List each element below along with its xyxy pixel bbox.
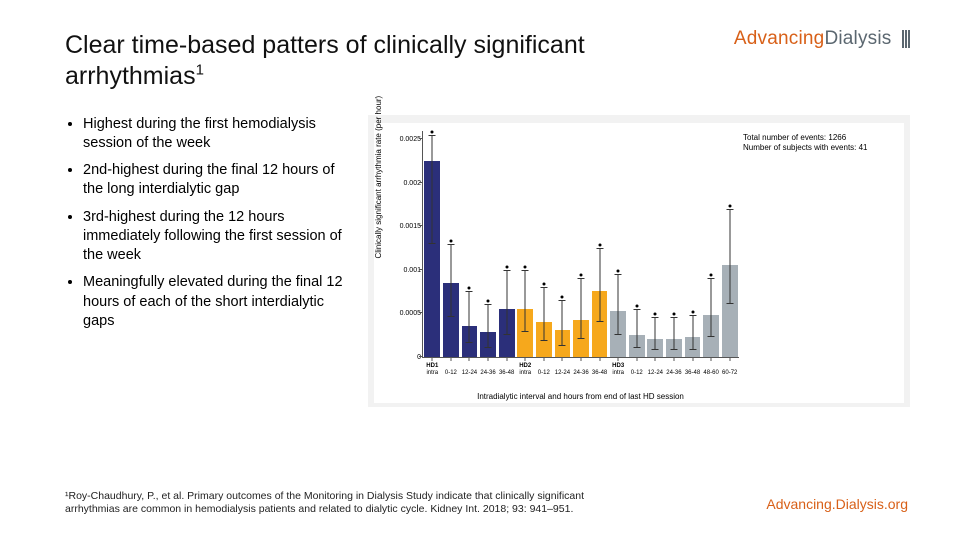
brand-part2: Dialysis	[824, 28, 891, 49]
chart-xtick-rule	[488, 357, 489, 361]
chart-xtick: 24-36	[573, 370, 588, 377]
title-sup: 1	[196, 62, 204, 79]
chart-ytick-rule	[419, 312, 423, 313]
chart-xtick: 24-36	[480, 370, 495, 377]
bullet-item: 2nd-highest during the final 12 hours of…	[83, 161, 354, 200]
title-text: Clear time-based patters of clinically s…	[65, 31, 585, 90]
chart-plot-area: 00.00050.0010.00150.0020.0025HD1intra0-1…	[422, 131, 739, 358]
chart-xlabel: Intradialytic interval and hours from en…	[422, 392, 739, 401]
chart-xtick: 36-48	[499, 370, 514, 377]
legend-line: Number of subjects with events: 41	[743, 143, 898, 153]
bullet-item: 3rd-highest during the 12 hours immediat…	[83, 208, 354, 266]
slide-title: Clear time-based patters of clinically s…	[65, 30, 585, 93]
chart-xtick: 0-12	[538, 370, 550, 377]
chart-xtick-rule	[692, 357, 693, 361]
chart-ytick-rule	[419, 182, 423, 183]
chart-xtick-rule	[618, 357, 619, 361]
chart-xtick-rule	[581, 357, 582, 361]
chart-xtick: 0-12	[631, 370, 643, 377]
chart-xtick-rule	[543, 357, 544, 361]
chart-xtick-rule	[525, 357, 526, 361]
chart-xtick: 12-24	[555, 370, 570, 377]
chart-ytick-rule	[419, 225, 423, 226]
chart-point	[431, 130, 434, 133]
chart-point	[580, 274, 583, 277]
slide-root: AdvancingDialysis Clear time-based patte…	[0, 0, 960, 540]
chart-xtick-rule	[729, 357, 730, 361]
brand-bars-icon	[901, 28, 910, 50]
bullet-list: Highest during the first hemodialysis se…	[65, 115, 354, 407]
chart-xtick-rule	[711, 357, 712, 361]
chart-point	[561, 296, 564, 299]
bullet-item: Meaningfully elevated during the final 1…	[83, 273, 354, 331]
chart-ytick-rule	[419, 356, 423, 357]
chart-xtick: HD2intra	[519, 363, 531, 376]
chart-xtick: 48-60	[703, 370, 718, 377]
chart-xtick: HD3intra	[612, 363, 624, 376]
chart-point	[691, 310, 694, 313]
chart-container: Clinically significant arrhythmia rate (…	[368, 115, 910, 407]
chart-xtick-rule	[655, 357, 656, 361]
legend-line: Total number of events: 1266	[743, 133, 898, 143]
chart-ytick: 0.001	[393, 267, 421, 274]
chart-xtick-rule	[599, 357, 600, 361]
chart-ytick-rule	[419, 138, 423, 139]
chart-ylabel: Clinically significant arrhythmia rate (…	[374, 95, 383, 258]
chart-xtick-rule	[636, 357, 637, 361]
brand-part1: Advancing	[734, 28, 825, 49]
chart-xtick: 24-36	[666, 370, 681, 377]
chart-xtick: 12-24	[648, 370, 663, 377]
site-url: Advancing.Dialysis.org	[766, 496, 908, 512]
chart-ytick-rule	[419, 269, 423, 270]
chart-xtick-rule	[506, 357, 507, 361]
chart-xtick: 0-12	[445, 370, 457, 377]
chart-ytick: 0	[393, 354, 421, 361]
chart-legend: Total number of events: 1266 Number of s…	[743, 133, 898, 154]
chart-point	[449, 239, 452, 242]
chart-bars	[423, 131, 739, 357]
chart-point	[617, 269, 620, 272]
chart-point	[487, 300, 490, 303]
chart-point	[654, 313, 657, 316]
chart-point	[505, 265, 508, 268]
chart-point	[598, 243, 601, 246]
brand-logo: AdvancingDialysis	[734, 28, 910, 50]
chart-xtick-rule	[469, 357, 470, 361]
body-row: Highest during the first hemodialysis se…	[65, 115, 910, 407]
chart-xtick-rule	[450, 357, 451, 361]
footnote-citation: ¹Roy-Chaudhury, P., et al. Primary outco…	[65, 490, 625, 516]
chart-ytick: 0.002	[393, 180, 421, 187]
chart-ytick: 0.0025	[393, 136, 421, 143]
bullet-item: Highest during the first hemodialysis se…	[83, 115, 354, 154]
chart-point	[710, 274, 713, 277]
chart-point	[542, 282, 545, 285]
chart-xtick: 36-48	[685, 370, 700, 377]
chart-ytick: 0.0015	[393, 223, 421, 230]
chart-xtick-rule	[432, 357, 433, 361]
chart-ytick: 0.0005	[393, 310, 421, 317]
chart-xtick-rule	[673, 357, 674, 361]
chart-point	[672, 313, 675, 316]
chart-xtick: 36-48	[592, 370, 607, 377]
chart-xtick: 60-72	[722, 370, 737, 377]
chart-xtick: 12-24	[462, 370, 477, 377]
arrhythmia-bar-chart: Clinically significant arrhythmia rate (…	[374, 123, 904, 403]
chart-point	[524, 265, 527, 268]
chart-xtick-rule	[562, 357, 563, 361]
chart-point	[468, 287, 471, 290]
chart-point	[728, 204, 731, 207]
chart-xtick: HD1intra	[426, 363, 438, 376]
chart-point	[635, 304, 638, 307]
